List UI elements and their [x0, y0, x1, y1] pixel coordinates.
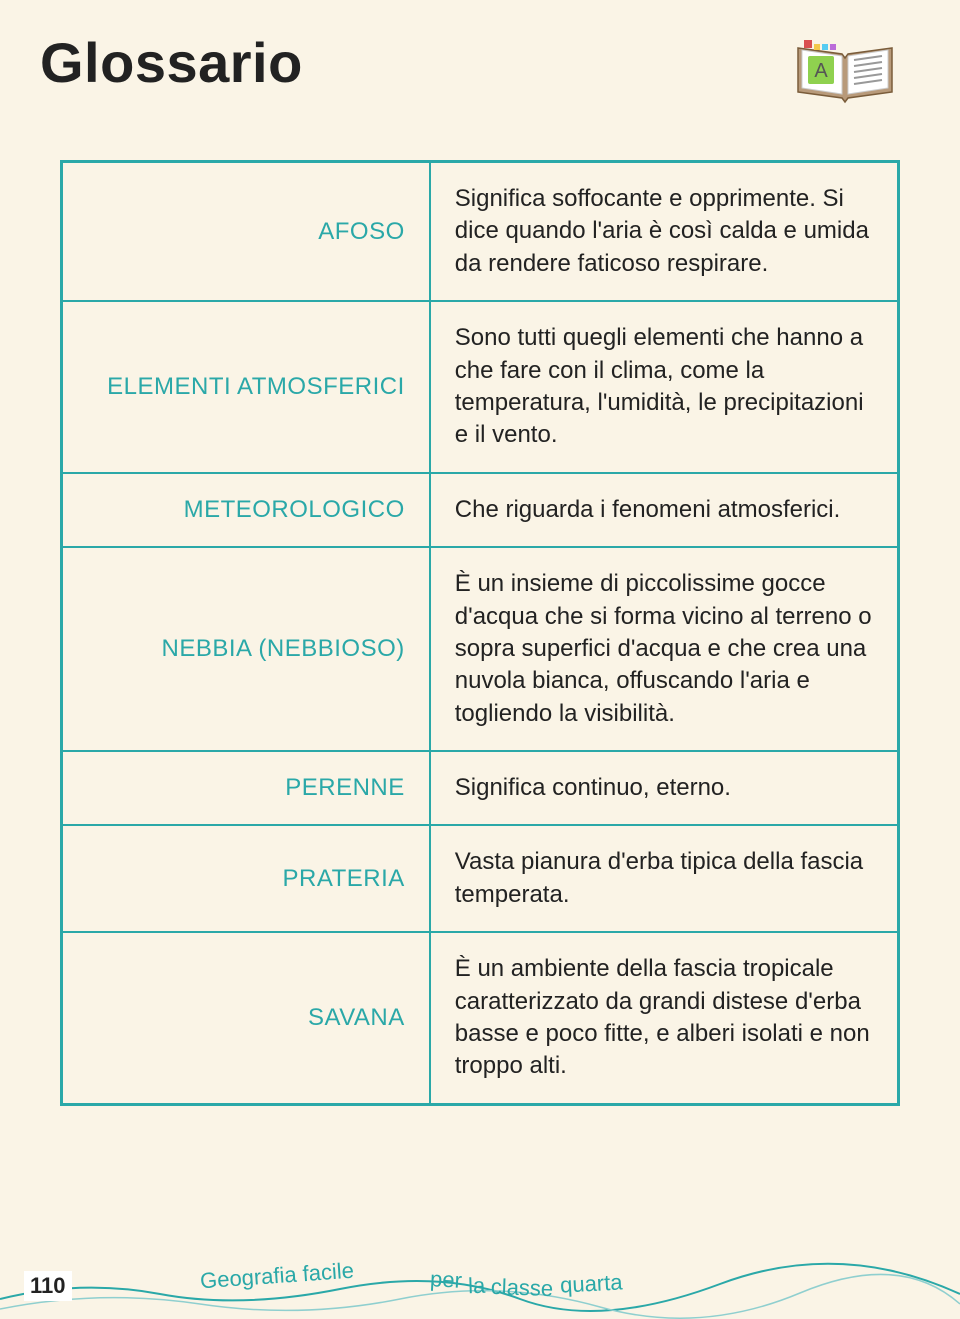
glossary-definition: Sono tutti quegli elementi che hanno a c… [430, 301, 899, 473]
glossary-definition: Vasta pianura d'erba tipica della fascia… [430, 825, 899, 932]
glossary-definition: Significa continuo, eterno. [430, 751, 899, 825]
glossary-term: NEBBIA (NEBBIOSO) [62, 547, 430, 751]
glossary-term: ELEMENTI ATMOSFERICI [62, 301, 430, 473]
glossary-term: AFOSO [62, 162, 430, 302]
glossary-term: PRATERIA [62, 825, 430, 932]
book-icon: A [790, 30, 900, 110]
page-number: 110 [24, 1271, 72, 1301]
glossary-row: PRATERIAVasta pianura d'erba tipica dell… [62, 825, 899, 932]
glossary-row: NEBBIA (NEBBIOSO)È un insieme di piccoli… [62, 547, 899, 751]
glossary-row: PERENNESignifica continuo, eterno. [62, 751, 899, 825]
glossary-row: SAVANAÈ un ambiente della fascia tropica… [62, 932, 899, 1104]
glossary-term: METEOROLOGICO [62, 473, 430, 547]
glossary-definition: È un ambiente della fascia tropicale car… [430, 932, 899, 1104]
svg-text:A: A [814, 60, 828, 82]
page-footer: 110 Geografia facile per la classe quart… [0, 1219, 960, 1319]
glossary-row: ELEMENTI ATMOSFERICISono tutti quegli el… [62, 301, 899, 473]
glossary-table: AFOSOSignifica soffocante e opprimente. … [60, 160, 900, 1106]
glossary-definition: Che riguarda i fenomeni atmosferici. [430, 473, 899, 547]
glossary-row: METEOROLOGICOChe riguarda i fenomeni atm… [62, 473, 899, 547]
page-title: Glossario [40, 30, 303, 95]
glossary-term: SAVANA [62, 932, 430, 1104]
glossary-row: AFOSOSignifica soffocante e opprimente. … [62, 162, 899, 302]
glossary-definition: Significa soffocante e opprimente. Si di… [430, 162, 899, 302]
footer-subtitle: per la classe quarta [430, 1269, 622, 1295]
glossary-definition: È un insieme di piccolissime gocce d'acq… [430, 547, 899, 751]
glossary-term: PERENNE [62, 751, 430, 825]
